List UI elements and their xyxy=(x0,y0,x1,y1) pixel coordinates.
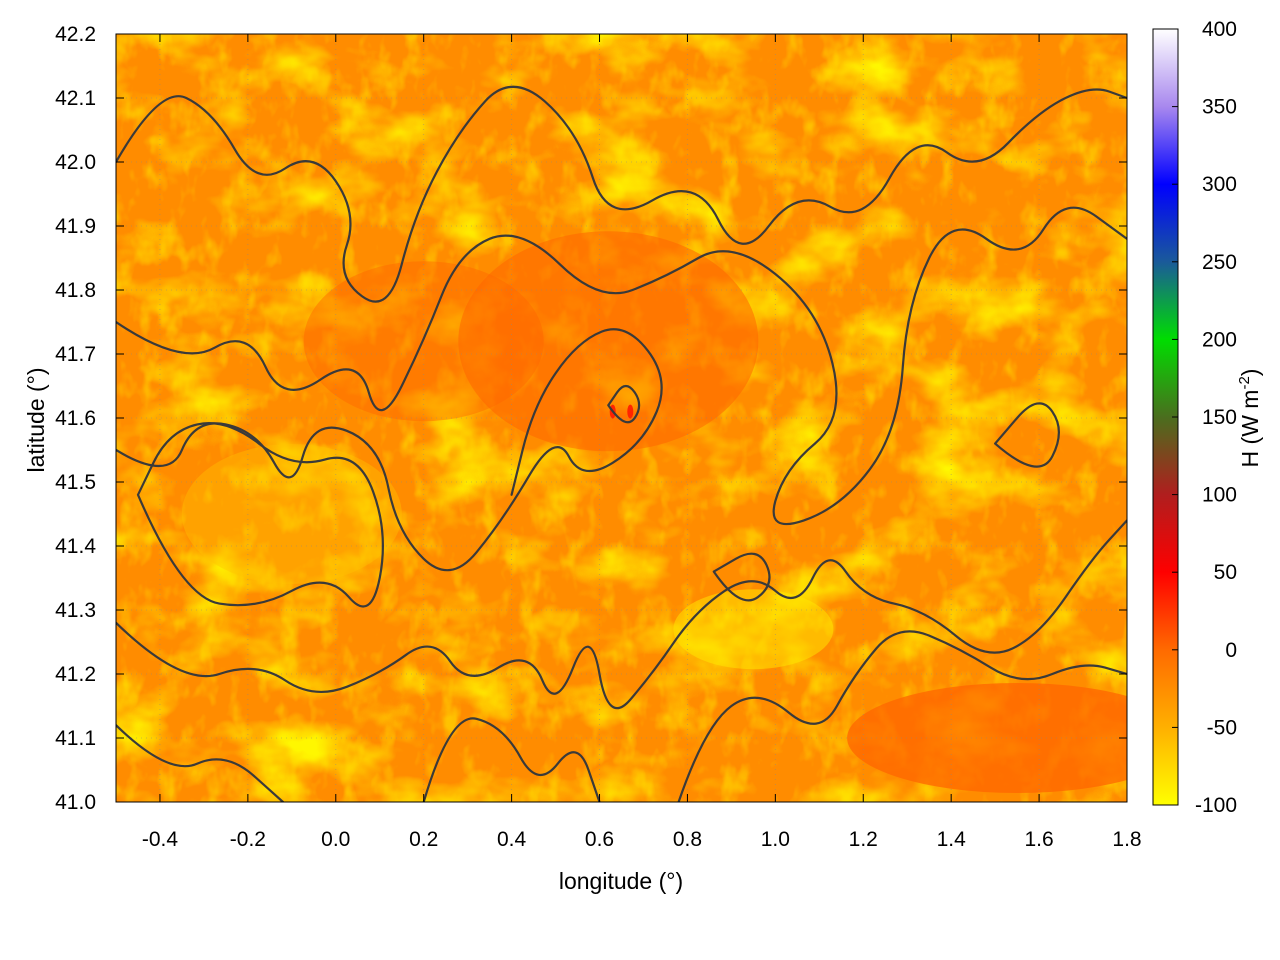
y-tick-label: 41.9 xyxy=(55,215,96,238)
y-tick-label: 41.5 xyxy=(55,471,96,494)
y-tick-label: 41.6 xyxy=(55,407,96,430)
x-tick-label: 1.4 xyxy=(937,828,967,851)
colorbar-tick-label: 250 xyxy=(1202,251,1237,274)
contour-line-4 xyxy=(116,519,1127,710)
colorbar-tick-label: 100 xyxy=(1202,484,1237,507)
x-tick-label: 0.0 xyxy=(321,828,350,851)
x-tick-label: -0.4 xyxy=(142,828,179,851)
x-axis-label: longitude (°) xyxy=(559,868,683,894)
y-axis-label: latitude (°) xyxy=(23,367,49,472)
plot-area xyxy=(115,33,1128,803)
colorbar-tick-label: 0 xyxy=(1225,639,1237,662)
x-tick-label: 1.6 xyxy=(1024,828,1053,851)
colorbar-tick-label: -100 xyxy=(1195,794,1237,817)
contour-line-5 xyxy=(116,724,285,802)
y-axis: 41.0 41.1 41.2 41.3 41.4 41.5 41.6 41.7 41.8 41.9… xyxy=(55,23,1127,814)
y-tick-label: 42.0 xyxy=(55,151,96,174)
heatmap-patch-southeast xyxy=(847,683,1127,793)
y-tick-label: 41.8 xyxy=(55,279,96,302)
colorbar-label-exponent: -2 xyxy=(1236,376,1253,389)
colorbar-tick-label: 300 xyxy=(1202,173,1237,196)
x-tick-label: 1.8 xyxy=(1112,828,1141,851)
colorbar-tick-label: 350 xyxy=(1202,96,1237,119)
x-tick-label: 0.6 xyxy=(585,828,614,851)
contour-line-10 xyxy=(994,402,1060,468)
y-tick-label: 41.0 xyxy=(55,791,96,814)
contour-lines xyxy=(116,85,1127,802)
y-tick-label: 41.7 xyxy=(55,343,96,366)
contour-line-6 xyxy=(422,717,601,802)
contour-line-7 xyxy=(677,630,1127,802)
y-tick-label: 41.4 xyxy=(55,535,96,558)
colorbar-tick-label: 150 xyxy=(1202,406,1237,429)
x-tick-label: 0.2 xyxy=(409,828,438,851)
x-tick-label: 0.8 xyxy=(673,828,702,851)
colorbar-label-main: H (W m xyxy=(1237,390,1263,468)
x-tick-label: 0.4 xyxy=(497,828,527,851)
x-tick-label: -0.2 xyxy=(230,828,266,851)
x-axis: -0.4 -0.2 0.0 0.2 0.4 0.6 0.8 1.0 1.2 1.4 1.6 1.8 xyxy=(142,34,1142,851)
y-tick-label: 41.2 xyxy=(55,663,96,686)
colorbar-label-close: ) xyxy=(1237,369,1263,377)
x-tick-label: 1.2 xyxy=(849,828,878,851)
colorbar: -100 -50 0 50 100 150 200 250 300 350 400 H (W m-2… xyxy=(1152,18,1263,817)
contour-line-8 xyxy=(607,384,641,424)
colorbar-tick-label: 50 xyxy=(1214,561,1237,584)
heatmap-patch-south-yellow xyxy=(673,589,834,670)
y-tick-label: 41.1 xyxy=(55,727,96,750)
contour-line-9 xyxy=(712,552,771,602)
colorbar-label: H (W m-2) xyxy=(1236,369,1263,468)
heatmap-patch-west-yellow xyxy=(181,444,402,584)
x-tick-label: 1.0 xyxy=(761,828,790,851)
colorbar-tick-label: -50 xyxy=(1207,716,1237,739)
colorbar-ticks: -100 -50 0 50 100 150 200 250 300 350 400 xyxy=(1172,18,1237,817)
heatmap-spot-red-2 xyxy=(627,404,634,419)
y-tick-label: 41.3 xyxy=(55,599,96,622)
colorbar-tick-label: 400 xyxy=(1202,18,1237,41)
colorbar-tick-label: 200 xyxy=(1202,328,1237,351)
contour-line-1 xyxy=(116,206,1127,526)
y-tick-label: 42.1 xyxy=(55,87,96,110)
contour-line-3 xyxy=(136,422,384,608)
heatmap-patch-central xyxy=(458,231,759,452)
y-tick-label: 42.2 xyxy=(55,23,96,46)
contour-line-0 xyxy=(116,85,1127,303)
